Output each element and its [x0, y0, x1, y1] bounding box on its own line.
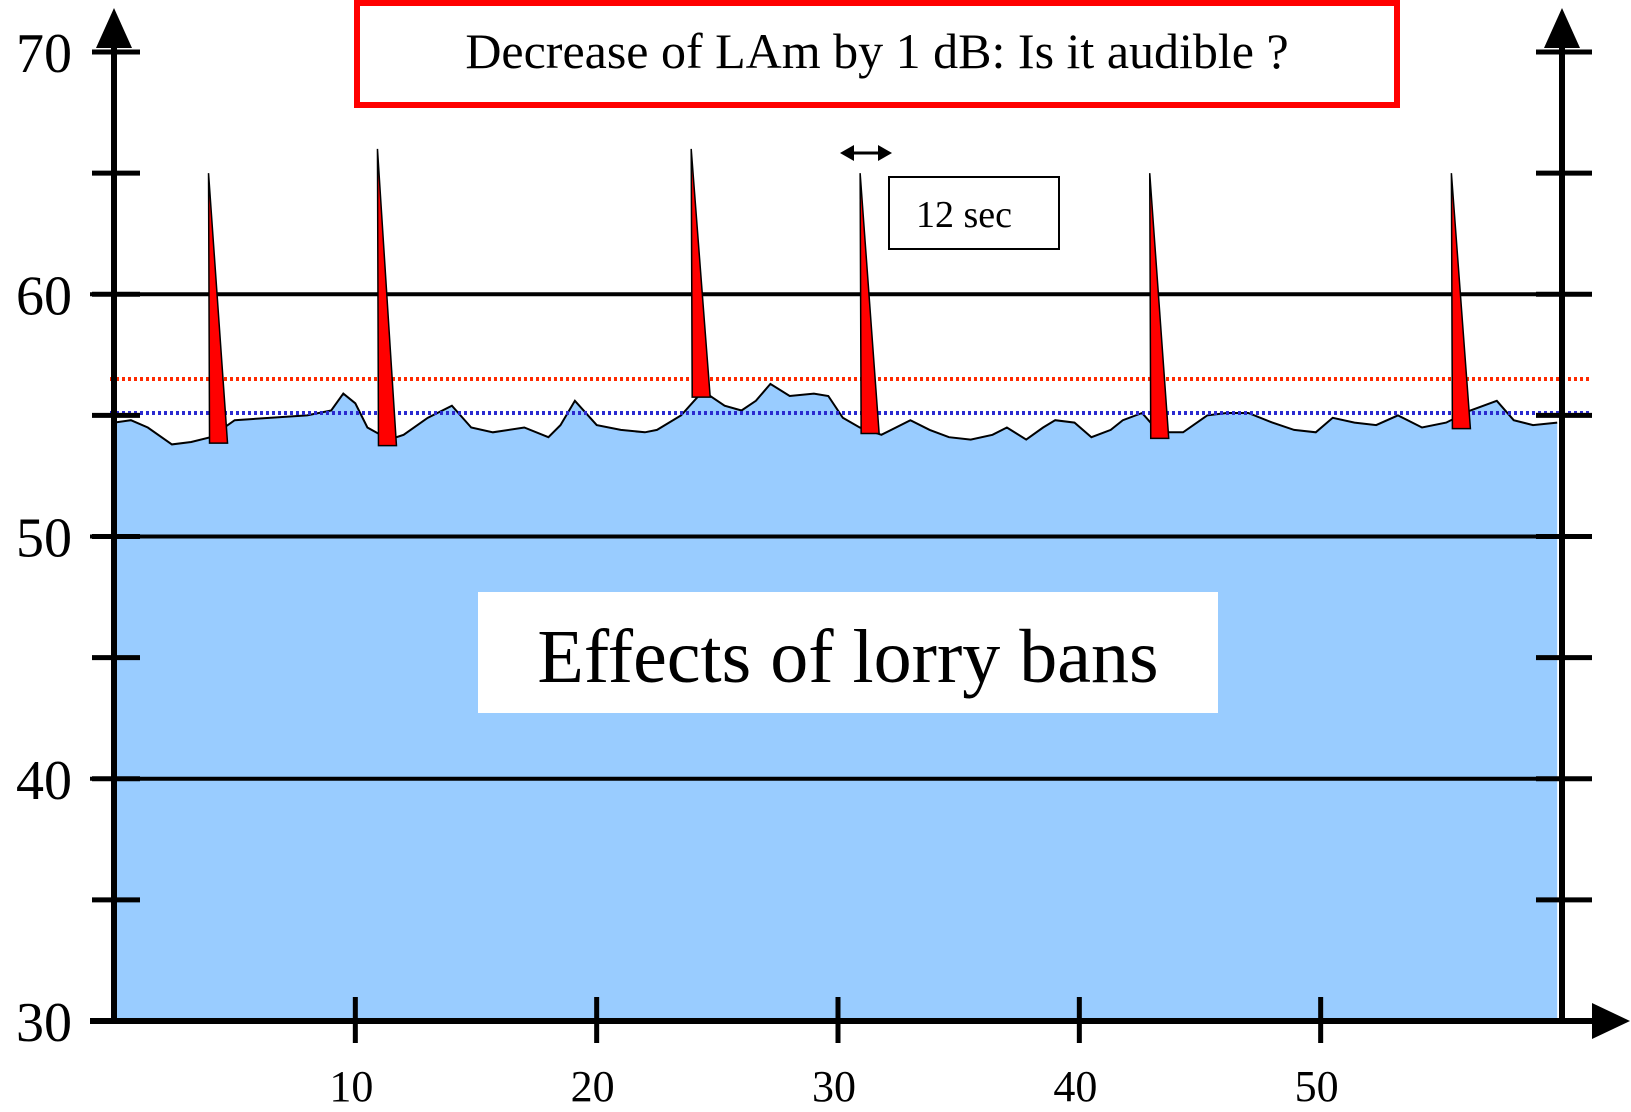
reference-lines-layer: [110, 377, 1592, 415]
x-axis-arrow: [1592, 1003, 1630, 1039]
tick-labels-layer: 30 40 50 60 70 10 20 30 40 50: [16, 23, 1339, 1111]
interval-arrow-left-head: [840, 145, 854, 161]
x-tick-label-20: 20: [571, 1062, 615, 1111]
x-tick-label-10: 10: [329, 1062, 373, 1111]
annotation-box: [478, 592, 1218, 713]
grid-layer: [90, 292, 1592, 781]
y-tick-label-40: 40: [16, 750, 72, 812]
y-axis-right-arrow: [1544, 8, 1580, 48]
interval-label: 12 sec: [916, 194, 1012, 236]
interval-annotation: 12 sec: [840, 145, 1060, 250]
peak-4: [859, 173, 880, 435]
interval-arrow-right-head: [878, 145, 892, 161]
x-tick-label-40: 40: [1053, 1062, 1097, 1111]
peak-1: [207, 173, 229, 444]
x-tick-label-30: 30: [812, 1062, 856, 1111]
noise-area-outline: [113, 382, 1558, 446]
peak-3: [690, 148, 712, 398]
x-tick-label-50: 50: [1295, 1062, 1339, 1111]
chart-title: Decrease of LAm by 1 dB: Is it audible ?: [465, 23, 1288, 79]
peak-5: [1148, 173, 1170, 440]
y-tick-label-30: 30: [16, 992, 72, 1054]
y-axis-left-arrow: [96, 8, 132, 48]
title-box: [354, 0, 1400, 108]
y-tick-label-50: 50: [16, 508, 72, 570]
peak-6: [1450, 173, 1472, 430]
interval-box: [888, 176, 1060, 250]
peaks-layer: [207, 148, 1472, 447]
peak-2: [376, 148, 398, 447]
y-tick-label-60: 60: [16, 265, 72, 327]
annotation-text: Effects of lorry bans: [537, 615, 1158, 699]
axes-layer: [90, 8, 1630, 1043]
y-tick-label-70: 70: [16, 23, 72, 85]
